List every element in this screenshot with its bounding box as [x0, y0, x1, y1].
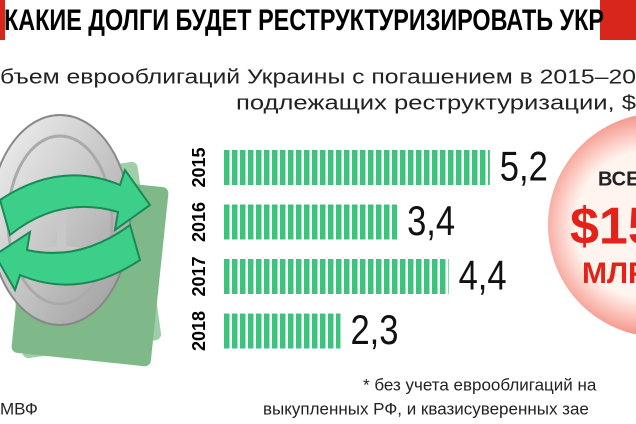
bar [222, 259, 449, 294]
subtitle: бъем еврооблигаций Украины с погашением … [0, 66, 636, 88]
category-label: 2015 [189, 147, 209, 187]
bar [222, 150, 490, 185]
value-label: 4,4 [459, 252, 507, 299]
illustration: 1 [0, 114, 169, 367]
category-label: 2016 [189, 202, 209, 242]
category-label: 2017 [189, 256, 209, 296]
title-accent [600, 0, 636, 40]
total-value: $15 [570, 198, 636, 256]
category-label: 2018 [189, 311, 209, 351]
total-circle [548, 115, 636, 335]
footnote: * без учета еврооблигаций на [363, 375, 597, 394]
title-accent [0, 0, 5, 40]
value-label: 5,2 [500, 143, 548, 190]
bar [222, 204, 398, 240]
value-label: 2,3 [350, 306, 398, 353]
subtitle: подлежащих реструктуризации, $ [236, 92, 636, 114]
bar [222, 313, 341, 349]
chart-title: КАКИЕ ДОЛГИ БУДЕТ РЕСТРУКТУРИЗИРОВАТЬ УК… [4, 4, 604, 37]
total-unit: МЛР [582, 257, 636, 290]
source: МВФ [0, 399, 38, 418]
value-label: 3,4 [407, 197, 455, 244]
footnote: выкупленных РФ, и квазисуверенных зае [263, 399, 589, 418]
total-caption: ВСЕ [598, 168, 636, 190]
